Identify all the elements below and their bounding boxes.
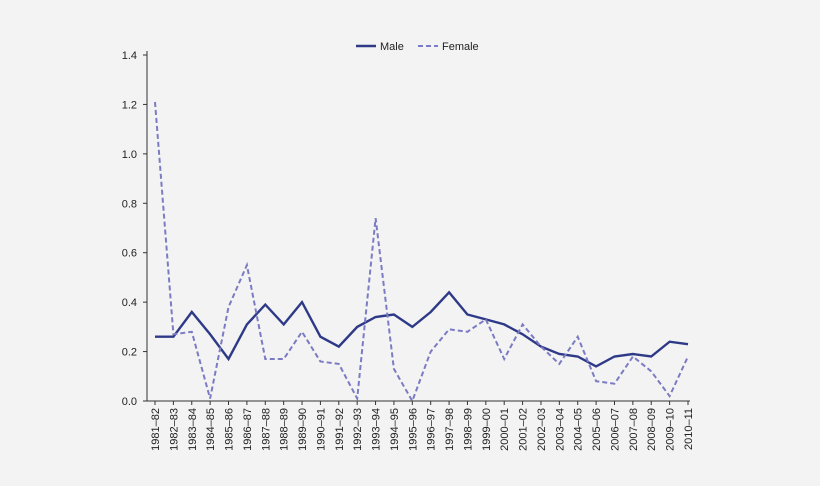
x-tick-label: 2006–07 <box>609 408 621 451</box>
x-tick-label: 1987–88 <box>260 408 272 451</box>
x-tick-label: 1989–90 <box>297 408 309 451</box>
series-layer <box>154 101 689 404</box>
y-tick-label: 0.0 <box>122 396 137 408</box>
x-tick-label: 1995–96 <box>407 408 419 451</box>
x-tick-label: 2009–10 <box>665 408 677 451</box>
y-tick-label: 0.8 <box>122 198 137 210</box>
y-tick-label: 1.4 <box>122 50 137 62</box>
x-tick-label: 1998–99 <box>462 408 474 451</box>
x-tick-label: 1986–87 <box>242 408 254 451</box>
x-tick-label: 1990–91 <box>315 408 327 451</box>
legend-label-female: Female <box>442 41 479 53</box>
y-tick-label: 1.0 <box>122 149 137 161</box>
legend: Male Female <box>356 41 479 53</box>
legend-label-male: Male <box>380 41 404 53</box>
x-tick-label: 2000–01 <box>499 408 511 451</box>
x-tick-label: 1991–92 <box>334 408 346 451</box>
x-tick-label: 1984–85 <box>205 408 217 451</box>
series-line-male <box>155 290 689 368</box>
y-tick-label: 1.2 <box>122 99 137 111</box>
x-tick-label: 1993–94 <box>371 408 383 451</box>
series-line-female <box>154 101 689 404</box>
x-tick-label: 1994–95 <box>389 408 401 451</box>
x-tick-label: 1988–89 <box>279 408 291 451</box>
x-tick-label: 1981–82 <box>150 408 162 451</box>
y-axis: 0.0 0.2 0.4 0.6 0.8 1.0 1.2 1.4 <box>122 50 148 408</box>
x-tick-label: 2005–06 <box>591 408 603 451</box>
x-tick-label: 2003–04 <box>554 408 566 451</box>
x-tick-label: 1996–97 <box>426 408 438 451</box>
x-tick-label: 2010–11 <box>683 408 695 450</box>
x-tick-label: 2004–05 <box>573 408 585 451</box>
x-tick-label: 1982–83 <box>168 408 180 451</box>
x-axis: 1981–82 1982–83 1983–84 1984–85 1985–86 1986–… <box>147 400 695 451</box>
x-tick-label: 1985–86 <box>224 408 236 451</box>
x-tick-label: 2008–09 <box>646 408 658 451</box>
x-tick-label: 1997–98 <box>444 408 456 451</box>
x-tick-label: 2002–03 <box>536 408 548 451</box>
x-tick-label: 2001–02 <box>518 408 530 451</box>
x-tick-label: 2007–08 <box>628 408 640 451</box>
x-tick-label: 1992–93 <box>352 408 364 451</box>
x-tick-label: 1983–84 <box>187 408 199 451</box>
x-tick-label: 1999–00 <box>481 408 493 451</box>
y-tick-label: 0.4 <box>122 297 137 309</box>
y-tick-label: 0.6 <box>122 248 137 260</box>
y-tick-label: 0.2 <box>122 347 137 359</box>
